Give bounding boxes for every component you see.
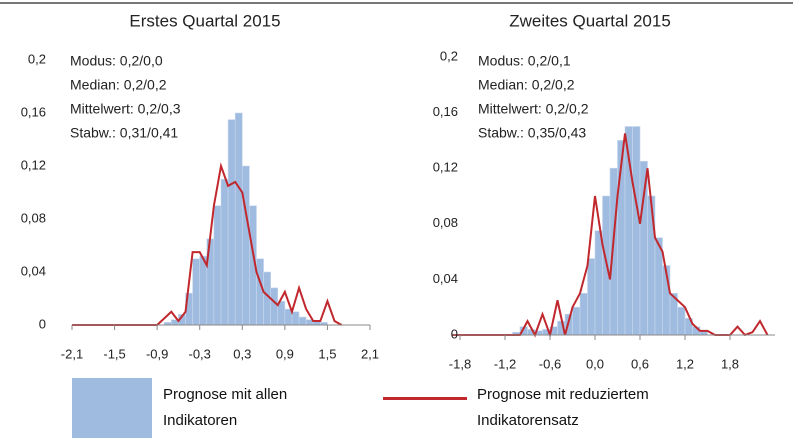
x-tick-label: 0,6 xyxy=(631,356,649,371)
x-tick-label: 1,2 xyxy=(676,356,694,371)
annotation: Stabw.: 0,31/0,41 xyxy=(70,125,178,141)
histogram-bar xyxy=(579,292,588,336)
y-tick-label: 0,04 xyxy=(433,271,458,286)
histogram-bar xyxy=(227,119,236,326)
annotation: Median: 0,2/0,2 xyxy=(478,77,575,93)
histogram-bar xyxy=(594,230,603,336)
y-tick-label: 0,16 xyxy=(433,104,458,119)
legend-swatch xyxy=(72,378,152,438)
chart-title: Zweites Quartal 2015 xyxy=(509,11,671,30)
histogram-bar xyxy=(572,306,581,336)
histogram-bar xyxy=(291,311,300,326)
x-tick-label: 0,3 xyxy=(233,346,251,361)
y-tick-label: 0,12 xyxy=(433,160,458,175)
annotation: Stabw.: 0,35/0,43 xyxy=(478,125,586,141)
histogram-bar xyxy=(647,195,656,336)
y-tick-label: 0 xyxy=(39,316,46,331)
histogram-bar xyxy=(199,255,208,326)
x-tick-label: -2,1 xyxy=(61,346,83,361)
annotation: Mittelwert: 0,2/0,3 xyxy=(70,101,181,117)
chart: Erstes Quartal 2015 0 0,04 0,08 0,12 0,16 0,2 -… xyxy=(0,2,793,371)
y-tick-label: 0,12 xyxy=(21,157,46,172)
x-tick-label: -1,2 xyxy=(494,356,516,371)
annotation: Modus: 0,2/0,0 xyxy=(70,53,163,69)
legend-label: Prognose mit allen Indikatoren xyxy=(163,386,288,429)
chart-title: Erstes Quartal 2015 xyxy=(129,11,280,30)
histogram-bar xyxy=(587,258,596,336)
y-tick-label: 0,08 xyxy=(21,210,46,225)
y-tick-label: 0 xyxy=(451,326,458,341)
legend-label: Prognose mit reduziertem Indikatorensatz xyxy=(477,386,649,429)
x-tick-label: -0,9 xyxy=(146,346,168,361)
x-tick-label: 1,8 xyxy=(721,356,739,371)
x-tick-label: -0,3 xyxy=(189,346,211,361)
legend-line xyxy=(383,397,467,400)
x-tick-label: -0,6 xyxy=(539,356,561,371)
y-tick-label: 0,2 xyxy=(28,51,46,66)
x-tick-label: -1,5 xyxy=(103,346,125,361)
line xyxy=(72,162,343,326)
histogram-bar xyxy=(654,237,663,336)
histogram-bar xyxy=(256,258,264,326)
annotation: Median: 0,2/0,2 xyxy=(70,77,167,93)
histogram-bar xyxy=(241,165,250,326)
y-tick-label: 0,2 xyxy=(440,48,458,63)
y-tick-label: 0,04 xyxy=(21,263,46,278)
x-tick-label: -1,8 xyxy=(449,356,471,371)
histogram-bar xyxy=(234,112,243,326)
y-tick-label: 0,08 xyxy=(433,215,458,230)
x-tick-label: 2,1 xyxy=(361,346,379,361)
histogram-bar xyxy=(220,178,229,326)
histogram-bar xyxy=(270,287,279,326)
x-tick-label: 0,9 xyxy=(276,346,294,361)
x-tick-label: 1,5 xyxy=(318,346,336,361)
histogram-bar xyxy=(213,205,222,326)
y-tick-label: 0,16 xyxy=(21,104,46,119)
annotation: Mittelwert: 0,2/0,2 xyxy=(478,101,589,117)
x-tick-label: 0,0 xyxy=(586,356,604,371)
histogram-bar xyxy=(609,167,618,336)
histogram-bar xyxy=(677,306,686,336)
histogram-bar xyxy=(298,316,307,326)
histogram-bar xyxy=(639,160,648,336)
annotation: Modus: 0,2/0,1 xyxy=(478,53,571,69)
histogram-bar xyxy=(632,126,641,336)
histogram-bar xyxy=(192,258,201,326)
